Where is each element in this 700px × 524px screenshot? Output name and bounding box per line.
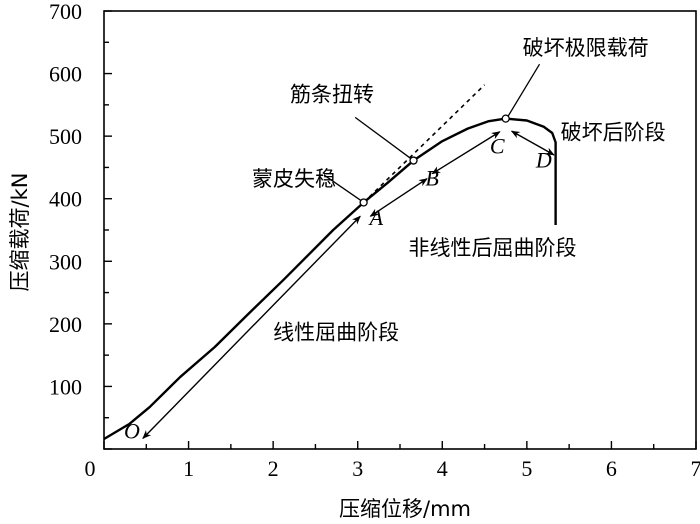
stage-arrows <box>142 130 555 440</box>
y-tick-label: 400 <box>49 187 82 212</box>
series-group <box>103 84 557 441</box>
marker-ultimate-load <box>501 114 510 123</box>
series-line-linear-extension <box>363 84 486 204</box>
stage-arrow <box>369 178 428 217</box>
plot-frame <box>103 10 697 450</box>
y-tick-label: 600 <box>49 62 82 87</box>
y-tick-label: 300 <box>49 249 82 274</box>
y-tick-label: 500 <box>49 124 82 149</box>
markers <box>359 114 510 207</box>
point-label-D: D <box>535 147 552 172</box>
point-label-A: A <box>368 205 384 230</box>
annotation-label: 破坏后阶段 <box>561 120 666 144</box>
point-label-O: O <box>124 418 140 443</box>
x-tick-label: 5 <box>521 456 532 481</box>
point-labels: O A B C D <box>124 134 552 444</box>
x-tick-label: 7 <box>691 456 700 481</box>
y-tick-labels: 100 200 300 400 500 600 700 <box>49 0 82 399</box>
axis-ticks <box>103 10 697 450</box>
point-label-C: C <box>490 134 505 159</box>
y-tick-label: 100 <box>49 374 82 399</box>
annotation-leader <box>506 63 541 118</box>
x-tick-label: 0 <box>85 456 96 481</box>
x-tick-label: 1 <box>183 456 194 481</box>
y-tick-label: 200 <box>49 312 82 337</box>
marker-skin-buckling <box>359 198 368 207</box>
point-label-B: B <box>425 166 438 191</box>
x-tick-label: 6 <box>606 456 617 481</box>
x-tick-label: 2 <box>268 456 279 481</box>
marker-stringer-torsion <box>409 156 418 165</box>
annotation-leader <box>323 174 363 202</box>
stage-arrow <box>510 130 555 156</box>
x-tick-label: 3 <box>352 456 363 481</box>
y-tick-label: 700 <box>49 0 82 24</box>
x-axis-label: 压缩位移/mm <box>339 497 471 521</box>
annotation-leader <box>354 116 413 160</box>
stage-arrow <box>142 215 361 440</box>
annotation-label: 筋条扭转 <box>290 83 374 107</box>
x-tick-labels: 0 1 2 3 4 5 6 7 <box>85 456 700 481</box>
annotation-label: 线性屈曲阶段 <box>273 321 399 345</box>
stage-arrow <box>431 131 501 175</box>
annotation-label: 蒙皮失稳 <box>252 167 336 191</box>
annotation-label: 破坏极限载荷 <box>523 36 649 60</box>
annotation-label: 非线性后屈曲阶段 <box>408 236 576 260</box>
x-tick-label: 4 <box>437 456 448 481</box>
y-axis-label: 压缩载荷/kN <box>8 173 32 292</box>
